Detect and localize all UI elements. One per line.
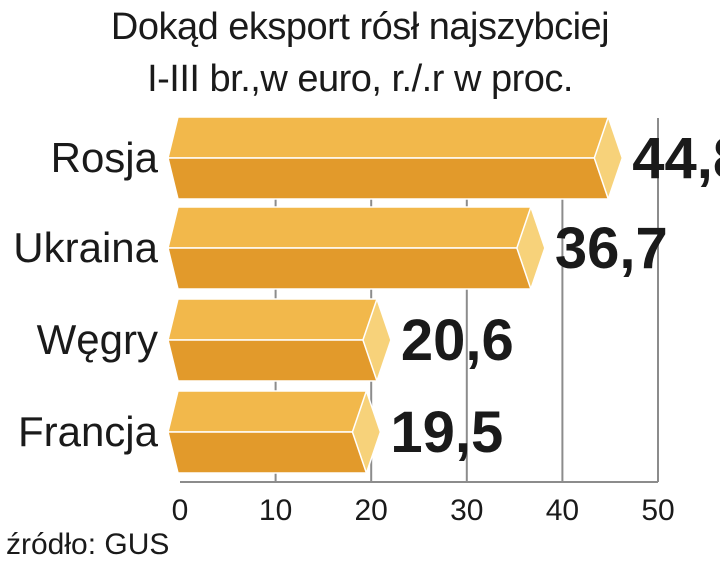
x-tick-label: 50 — [641, 494, 674, 527]
category-label: Rosja — [51, 134, 159, 181]
value-label: 20,6 — [401, 308, 514, 373]
chart-title: Dokąd eksport rósł najszybciej — [110, 6, 610, 48]
value-label: 36,7 — [555, 216, 668, 281]
category-label: Francja — [18, 408, 159, 455]
bar-tip — [351, 388, 382, 476]
x-tick-label: 20 — [355, 494, 388, 527]
source-note: źródło: GUS — [6, 528, 170, 561]
bar-Francja — [167, 390, 368, 433]
x-tick-label: 10 — [259, 494, 292, 527]
bar-shade — [167, 431, 368, 474]
x-tick-label: 0 — [172, 494, 189, 527]
bar-Węgry — [167, 298, 378, 341]
value-label: 44,8 — [632, 126, 720, 191]
value-label: 19,5 — [390, 400, 503, 465]
bar-Rosja — [167, 116, 610, 159]
bar-tip — [362, 296, 392, 384]
bar-shade — [167, 157, 610, 200]
chart-subtitle: I-III br.,w euro, r./.r w proc. — [147, 58, 573, 100]
bar-shade — [167, 247, 532, 290]
bar-tip — [516, 204, 546, 292]
bar-Ukraina — [167, 206, 532, 249]
bar-tip — [593, 114, 624, 202]
x-tick-label: 30 — [450, 494, 483, 527]
category-label: Węgry — [37, 316, 158, 363]
category-label: Ukraina — [13, 224, 158, 271]
x-tick-label: 40 — [546, 494, 579, 527]
bar-shade — [167, 339, 378, 382]
